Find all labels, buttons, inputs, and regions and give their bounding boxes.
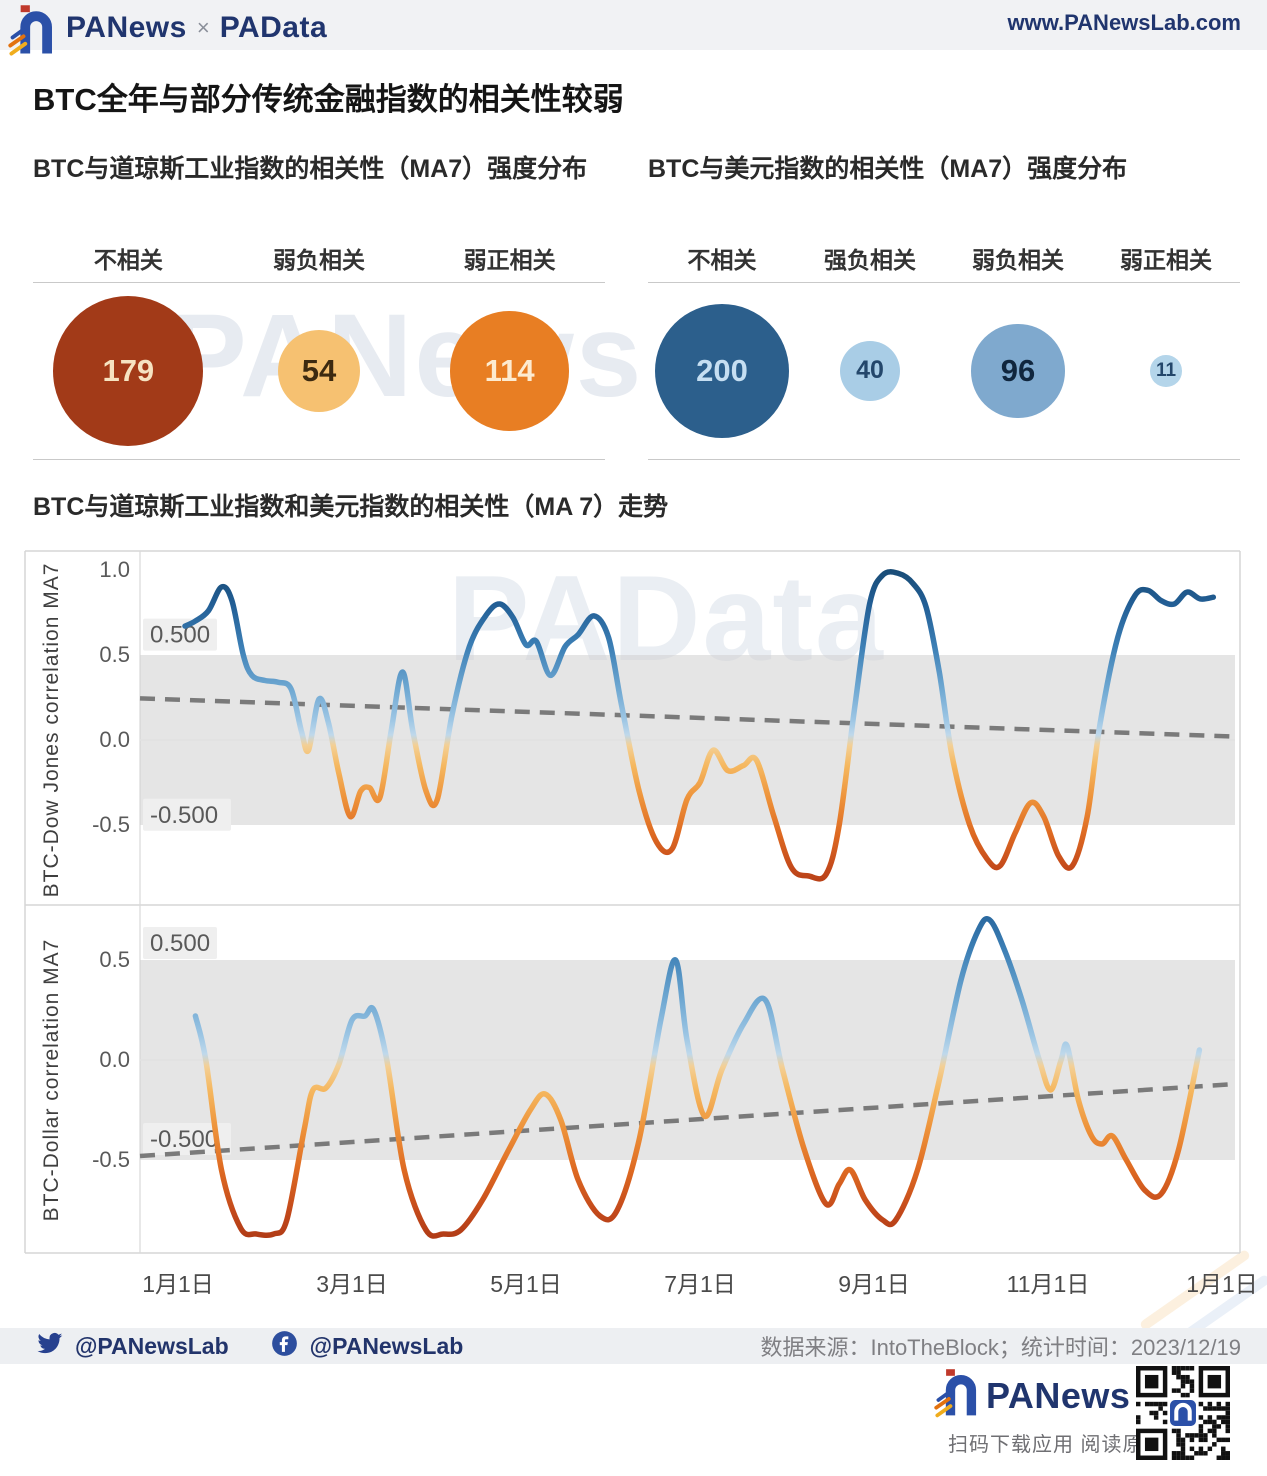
panews-footer-logo-icon [934,1368,978,1425]
facebook-social: @PANewsLab [271,1330,464,1362]
bubble-cell: 114 [414,311,605,431]
bubble-cell: 200 [648,303,796,439]
correlation-line [192,916,1203,1239]
bubble-category-label: 弱负相关 [272,247,365,273]
bubble-value: 96 [971,324,1065,418]
annotation-box [143,798,231,831]
bubble-category-label: 强负相关 [824,247,916,273]
footer-logo: PANews [934,1368,1130,1425]
x-tick-label: 3月1日 [316,1271,388,1297]
annotation-label: 0.500 [150,622,210,649]
bubble-value: 40 [839,340,901,402]
bubble-category-label: 不相关 [93,247,163,273]
bubble-chart-dollar-title: BTC与美元指数的相关性（MA7）强度分布 [648,155,1128,183]
bubble-chart-dollar: BTC与美元指数的相关性（MA7）强度分布 不相关 强负相关 弱负相关 弱正相关 20… [648,150,1240,460]
bubble-cell: 54 [224,329,415,413]
y-tick-label: 0.0 [99,1047,130,1072]
y-tick-label: 0.0 [99,727,130,752]
y-tick-label: 0.5 [99,947,130,972]
bubble-category-label: 弱负相关 [972,247,1064,273]
facebook-icon [271,1330,298,1362]
page-title: BTC全年与部分传统金融指数的相关性较弱 [33,82,624,117]
bubble-cell: 11 [1092,355,1240,387]
qr-caption: 扫码下载应用 阅读原文 [948,1434,1165,1456]
bubble-cell: 40 [796,340,944,402]
panews-logo-icon [8,4,60,74]
annotation-box [143,927,217,959]
brand-panews: PANews [66,11,187,44]
bubble-category-label: 不相关 [687,247,757,273]
brand-padata: PAData [219,11,328,44]
bubble-cell: 179 [33,296,224,446]
footer-bar: @PANewsLab @PANewsLab 数据来源：IntoTheBlock；… [0,1328,1267,1364]
bubble-chart-dow-title: BTC与道琼斯工业指数的相关性（MA7）强度分布 [33,155,588,183]
footer-brand-text: PANews [986,1375,1131,1417]
y-tick-label: -0.5 [92,1147,130,1172]
trend-section-title: BTC与道琼斯工业指数和美元指数的相关性（MA 7）走势 [33,493,669,521]
facebook-handle: @PANewsLab [309,1332,464,1359]
y-tick-label: -0.5 [92,812,130,837]
bubble-value: 179 [53,296,204,446]
x-tick-label: 9月1日 [838,1271,910,1297]
x-tick-label: 5月1日 [490,1271,562,1297]
x-tick-label: 11月1日 [1007,1271,1090,1297]
twitter-social: @PANewsLab [36,1330,229,1362]
annotation-label: 0.500 [150,930,210,957]
x-tick-label: 1月1日 [1186,1271,1258,1297]
bubble-cell: 96 [944,324,1092,418]
annotation-box [143,618,217,651]
bubble-category-label: 弱正相关 [1120,247,1212,273]
x-tick-label: 1月1日 [142,1271,214,1297]
y-tick-label: 1.0 [99,557,130,582]
y-axis-title-dollar: BTC-Dollar correlation MA7 [40,939,63,1222]
bubble-chart-dow-row: 179 54 114 [33,282,605,460]
annotation-label: -0.500 [150,1126,218,1153]
brand-wordmark: PANews × PAData [66,8,327,48]
x-tick-label: 7月1日 [664,1271,736,1297]
cross-symbol: × [196,15,210,40]
site-url: www.PANewsLab.com [1007,10,1242,35]
bubble-category-label: 弱正相关 [463,247,556,273]
bubble-value: 11 [1150,355,1182,387]
annotation-label: -0.500 [150,802,218,829]
bubble-value: 114 [449,311,570,431]
bubble-value: 200 [654,303,790,439]
qr-code [1136,1366,1230,1460]
trend-dashed-line [139,1081,1236,1159]
correlation-line [182,569,1217,882]
bubble-chart-dow: BTC与道琼斯工业指数的相关性（MA7）强度分布 不相关 弱负相关 弱正相关 179… [33,150,605,460]
trend-chart-svg: 0.500 -0.500 1.0 0.5 0.0 -0.5 0.500 -0.500 0.5 0.… [24,550,1258,1297]
header-bar [0,0,1267,50]
bubble-chart-dollar-row: 200 40 96 11 [648,282,1240,460]
bubble-chart-dollar-headers: 不相关 强负相关 弱负相关 弱正相关 [648,234,1240,282]
twitter-handle: @PANewsLab [75,1332,229,1359]
y-tick-label: 0.5 [99,642,130,667]
bubble-value: 54 [277,329,361,413]
bubble-chart-dow-headers: 不相关 弱负相关 弱正相关 [33,234,605,282]
data-source-text: 数据来源：IntoTheBlock；统计时间：2023/12/19 [760,1335,1241,1360]
twitter-icon [36,1330,63,1362]
y-axis-title-dow: BTC-Dow Jones correlation MA7 [40,563,63,898]
annotation-box [143,1123,231,1155]
